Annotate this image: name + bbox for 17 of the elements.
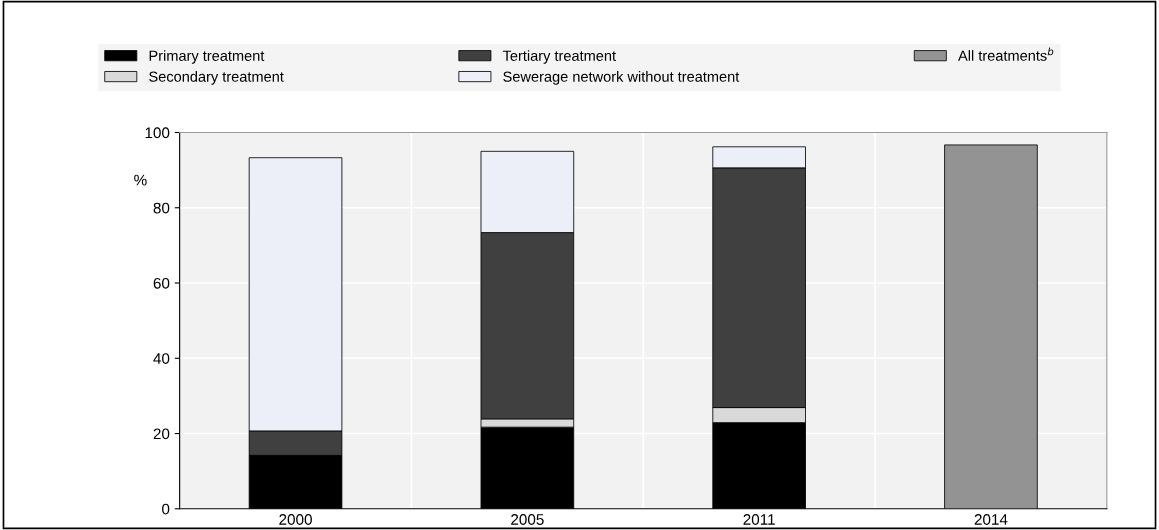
y-tick-label: 0 bbox=[162, 503, 170, 515]
x-tick-label: 2011 bbox=[743, 514, 775, 525]
y-axis-title: % bbox=[134, 174, 147, 186]
legend-label: Sewerage network without treatment bbox=[503, 71, 740, 85]
y-tick-label: 60 bbox=[153, 277, 170, 289]
x-tick-label: 2000 bbox=[279, 514, 312, 525]
bar bbox=[944, 144, 1038, 509]
y-tick-label: 20 bbox=[153, 428, 170, 440]
x-tick-label: 2014 bbox=[974, 514, 1008, 525]
y-tick-label: 80 bbox=[153, 202, 170, 214]
legend-label: Primary treatment bbox=[149, 50, 265, 64]
legend-label: All treatments$^{b}$ bbox=[958, 47, 1054, 61]
legend-label: Tertiary treatment bbox=[502, 50, 616, 64]
y-tick-label: 100 bbox=[145, 127, 170, 139]
y-tick-label: 40 bbox=[153, 353, 170, 364]
legend-label: Secondary treatment bbox=[149, 71, 284, 85]
x-tick-label: 2005 bbox=[511, 514, 544, 525]
